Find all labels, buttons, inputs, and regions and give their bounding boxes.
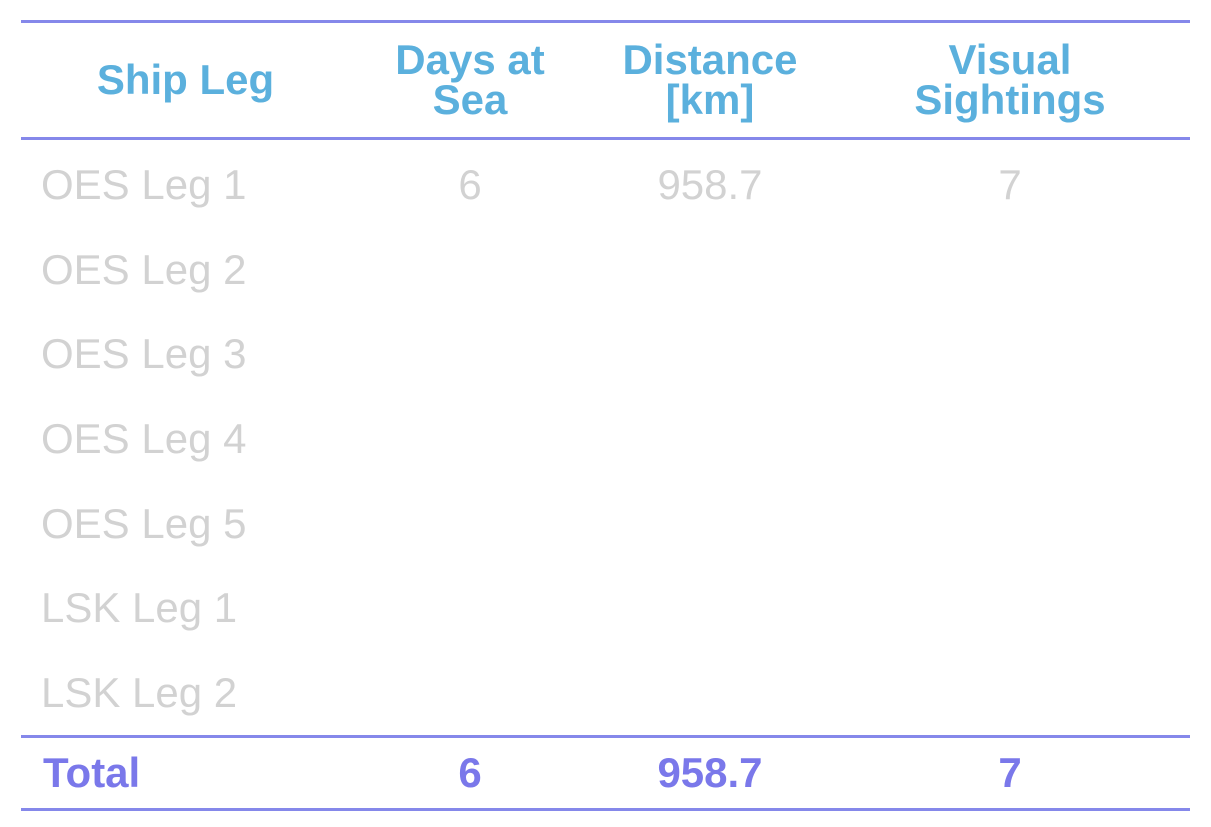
row-days-at-sea: 6 xyxy=(458,161,482,209)
header-visual-sightings: Visual Sightings xyxy=(914,36,1106,123)
row-ship-leg: OES Leg 5 xyxy=(41,499,247,547)
table-body: OES Leg 1 6 958.7 7 OES Leg 2 OES Leg 3 … xyxy=(21,140,1190,735)
row-ship-leg: OES Leg 4 xyxy=(41,415,247,463)
table-row: OES Leg 1 6 958.7 7 xyxy=(21,143,1190,228)
header-days-at-sea: Days at Sea xyxy=(395,36,545,123)
table-row: LSK Leg 1 xyxy=(21,566,1190,651)
table-row: OES Leg 4 xyxy=(21,397,1190,482)
table-header-row: Ship Leg Days at Sea Distance [km] Visua… xyxy=(21,23,1190,137)
header-ship-leg: Ship Leg xyxy=(96,56,275,103)
table-row: LSK Leg 2 xyxy=(21,651,1190,736)
row-distance: 958.7 xyxy=(657,161,763,209)
total-days-at-sea: 6 xyxy=(458,749,482,797)
row-ship-leg: LSK Leg 1 xyxy=(41,584,238,632)
table-row: OES Leg 2 xyxy=(21,228,1190,313)
row-ship-leg: LSK Leg 2 xyxy=(41,668,238,716)
total-label: Total xyxy=(43,749,141,797)
sightings-table: Ship Leg Days at Sea Distance [km] Visua… xyxy=(21,20,1190,812)
bottom-rule xyxy=(21,808,1190,812)
row-ship-leg: OES Leg 2 xyxy=(41,245,247,293)
total-distance: 958.7 xyxy=(657,749,763,797)
total-visual-sightings: 7 xyxy=(998,749,1022,797)
header-rule xyxy=(21,137,1190,140)
table-row: OES Leg 3 xyxy=(21,312,1190,397)
row-visual-sightings: 7 xyxy=(998,161,1022,209)
total-rule xyxy=(21,735,1190,739)
total-row: Total 6 958.7 7 xyxy=(21,738,1190,808)
header-distance-km: Distance [km] xyxy=(622,36,798,123)
table-row: OES Leg 5 xyxy=(21,481,1190,566)
row-ship-leg: OES Leg 1 xyxy=(41,161,247,209)
top-rule xyxy=(21,20,1190,23)
row-ship-leg: OES Leg 3 xyxy=(41,330,247,378)
